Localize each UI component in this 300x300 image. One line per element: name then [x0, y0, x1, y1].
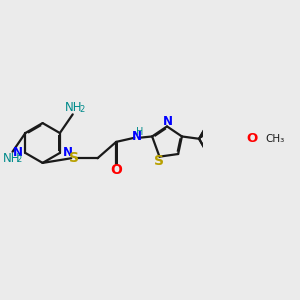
Text: 2: 2	[16, 155, 22, 164]
Text: N: N	[163, 115, 173, 128]
Text: N: N	[132, 130, 142, 143]
Text: NH: NH	[64, 101, 82, 114]
Text: CH₃: CH₃	[265, 134, 284, 144]
Text: N: N	[62, 146, 73, 159]
Text: S: S	[154, 154, 164, 168]
Text: S: S	[69, 151, 79, 165]
Text: O: O	[246, 132, 257, 145]
Text: O: O	[110, 164, 122, 178]
Text: H: H	[136, 127, 144, 137]
Text: 2: 2	[80, 105, 85, 114]
Text: N: N	[13, 146, 23, 159]
Text: NH: NH	[3, 152, 20, 165]
